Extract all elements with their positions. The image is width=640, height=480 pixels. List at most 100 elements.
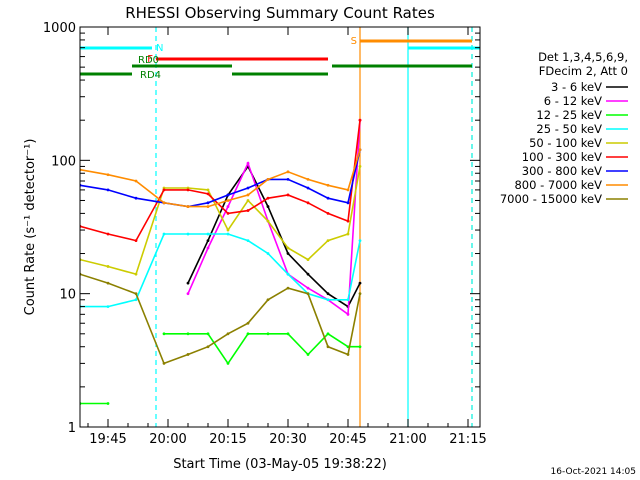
legend: Det 1,3,4,5,6,9,FDecim 2, Att 0 3 - 6 keV…	[500, 50, 628, 206]
data-point	[106, 265, 110, 268]
data-point	[206, 239, 210, 243]
data-point	[246, 193, 250, 197]
y-axis-label: Count Rate (s⁻¹ detector⁻¹)	[23, 139, 38, 316]
data-point	[286, 332, 290, 336]
data-point	[226, 211, 230, 215]
data-point	[326, 292, 330, 296]
data-point	[106, 188, 110, 192]
data-point	[326, 298, 330, 302]
data-point	[106, 281, 110, 285]
data-point	[286, 246, 290, 250]
data-point	[186, 353, 190, 356]
data-point	[286, 193, 290, 197]
data-point	[266, 332, 270, 336]
data-point	[226, 332, 230, 336]
state-bar-label: N	[156, 43, 163, 54]
data-point	[306, 201, 310, 205]
data-point	[346, 298, 350, 302]
state-bar-label: F	[147, 54, 153, 65]
data-point	[326, 332, 330, 336]
data-point	[186, 232, 190, 236]
legend-entry-label: 100 - 300 keV	[522, 150, 602, 164]
timestamp-label: 16-Oct-2021 14:05	[551, 467, 636, 477]
data-point	[186, 205, 190, 208]
series-line	[80, 273, 361, 365]
legend-entry-label: 50 - 100 keV	[529, 136, 602, 150]
data-point	[206, 205, 210, 208]
data-point	[346, 232, 350, 236]
data-point	[246, 209, 250, 212]
data-point	[206, 232, 210, 236]
data-point	[226, 193, 230, 197]
data-point	[326, 211, 330, 215]
series-line	[80, 149, 361, 208]
legend-entry-label: 6 - 12 keV	[544, 94, 602, 108]
plot-frame	[79, 26, 481, 428]
data-point	[246, 186, 250, 190]
data-point	[206, 188, 210, 192]
series-line	[80, 120, 361, 242]
state-bar-label: S	[351, 36, 357, 47]
series-line	[80, 332, 360, 405]
data-point	[186, 332, 190, 336]
data-point	[358, 148, 362, 152]
data-point	[306, 258, 310, 262]
data-point	[246, 321, 250, 325]
data-point	[162, 361, 166, 365]
data-point	[206, 192, 210, 196]
data-point	[286, 272, 290, 276]
data-point	[358, 292, 362, 296]
data-point	[306, 286, 310, 290]
data-point	[106, 232, 110, 236]
data-point	[286, 170, 290, 174]
series-line	[80, 166, 361, 276]
x-tick-label: 20:00	[149, 432, 186, 447]
data-point	[286, 177, 290, 181]
data-point	[266, 219, 270, 223]
data-point	[306, 272, 310, 276]
y-tick-label: 1	[68, 421, 76, 436]
data-point	[306, 292, 310, 296]
data-point	[266, 252, 270, 255]
data-point	[134, 272, 138, 276]
state-bar-label: RD4	[140, 70, 161, 81]
data-point	[286, 286, 290, 290]
data-point	[358, 118, 362, 122]
data-point	[346, 353, 350, 356]
legend-entry-label: 25 - 50 keV	[536, 122, 602, 136]
data-point	[134, 179, 138, 183]
data-point	[326, 196, 330, 200]
data-point	[326, 239, 330, 243]
y-tick-label: 100	[51, 154, 76, 169]
legend-entry-label: 300 - 800 keV	[522, 164, 602, 178]
x-tick-label: 20:15	[209, 432, 246, 447]
data-point	[206, 201, 210, 205]
legend-entry-label: 7000 - 15000 keV	[500, 192, 602, 206]
x-tick-label: 19:45	[89, 432, 126, 447]
data-point	[162, 332, 166, 336]
data-point	[246, 199, 250, 202]
legend-entry-label: 12 - 25 keV	[536, 108, 602, 122]
data-point	[246, 239, 250, 243]
data-point	[226, 232, 230, 236]
state-bar-label: RD0	[138, 55, 159, 66]
x-tick-label: 20:45	[329, 432, 366, 447]
data-point	[358, 281, 362, 285]
data-point	[186, 188, 190, 192]
data-point	[266, 196, 270, 200]
legend-entry-label: 800 - 7000 keV	[514, 178, 602, 192]
series-line	[187, 120, 361, 316]
legend-detector-info: Det 1,3,4,5,6,9,	[538, 50, 628, 64]
data-point	[286, 252, 290, 255]
data-point	[326, 345, 330, 349]
data-point	[358, 165, 362, 168]
data-point	[162, 201, 166, 205]
data-point	[306, 177, 310, 181]
series-line	[80, 233, 361, 308]
data-point	[134, 196, 138, 200]
data-point	[206, 332, 210, 336]
data-point	[306, 186, 310, 190]
x-axis-label: Start Time (03-May-05 19:38:22)	[173, 457, 387, 472]
data-point	[162, 232, 166, 236]
data-point	[134, 292, 138, 296]
